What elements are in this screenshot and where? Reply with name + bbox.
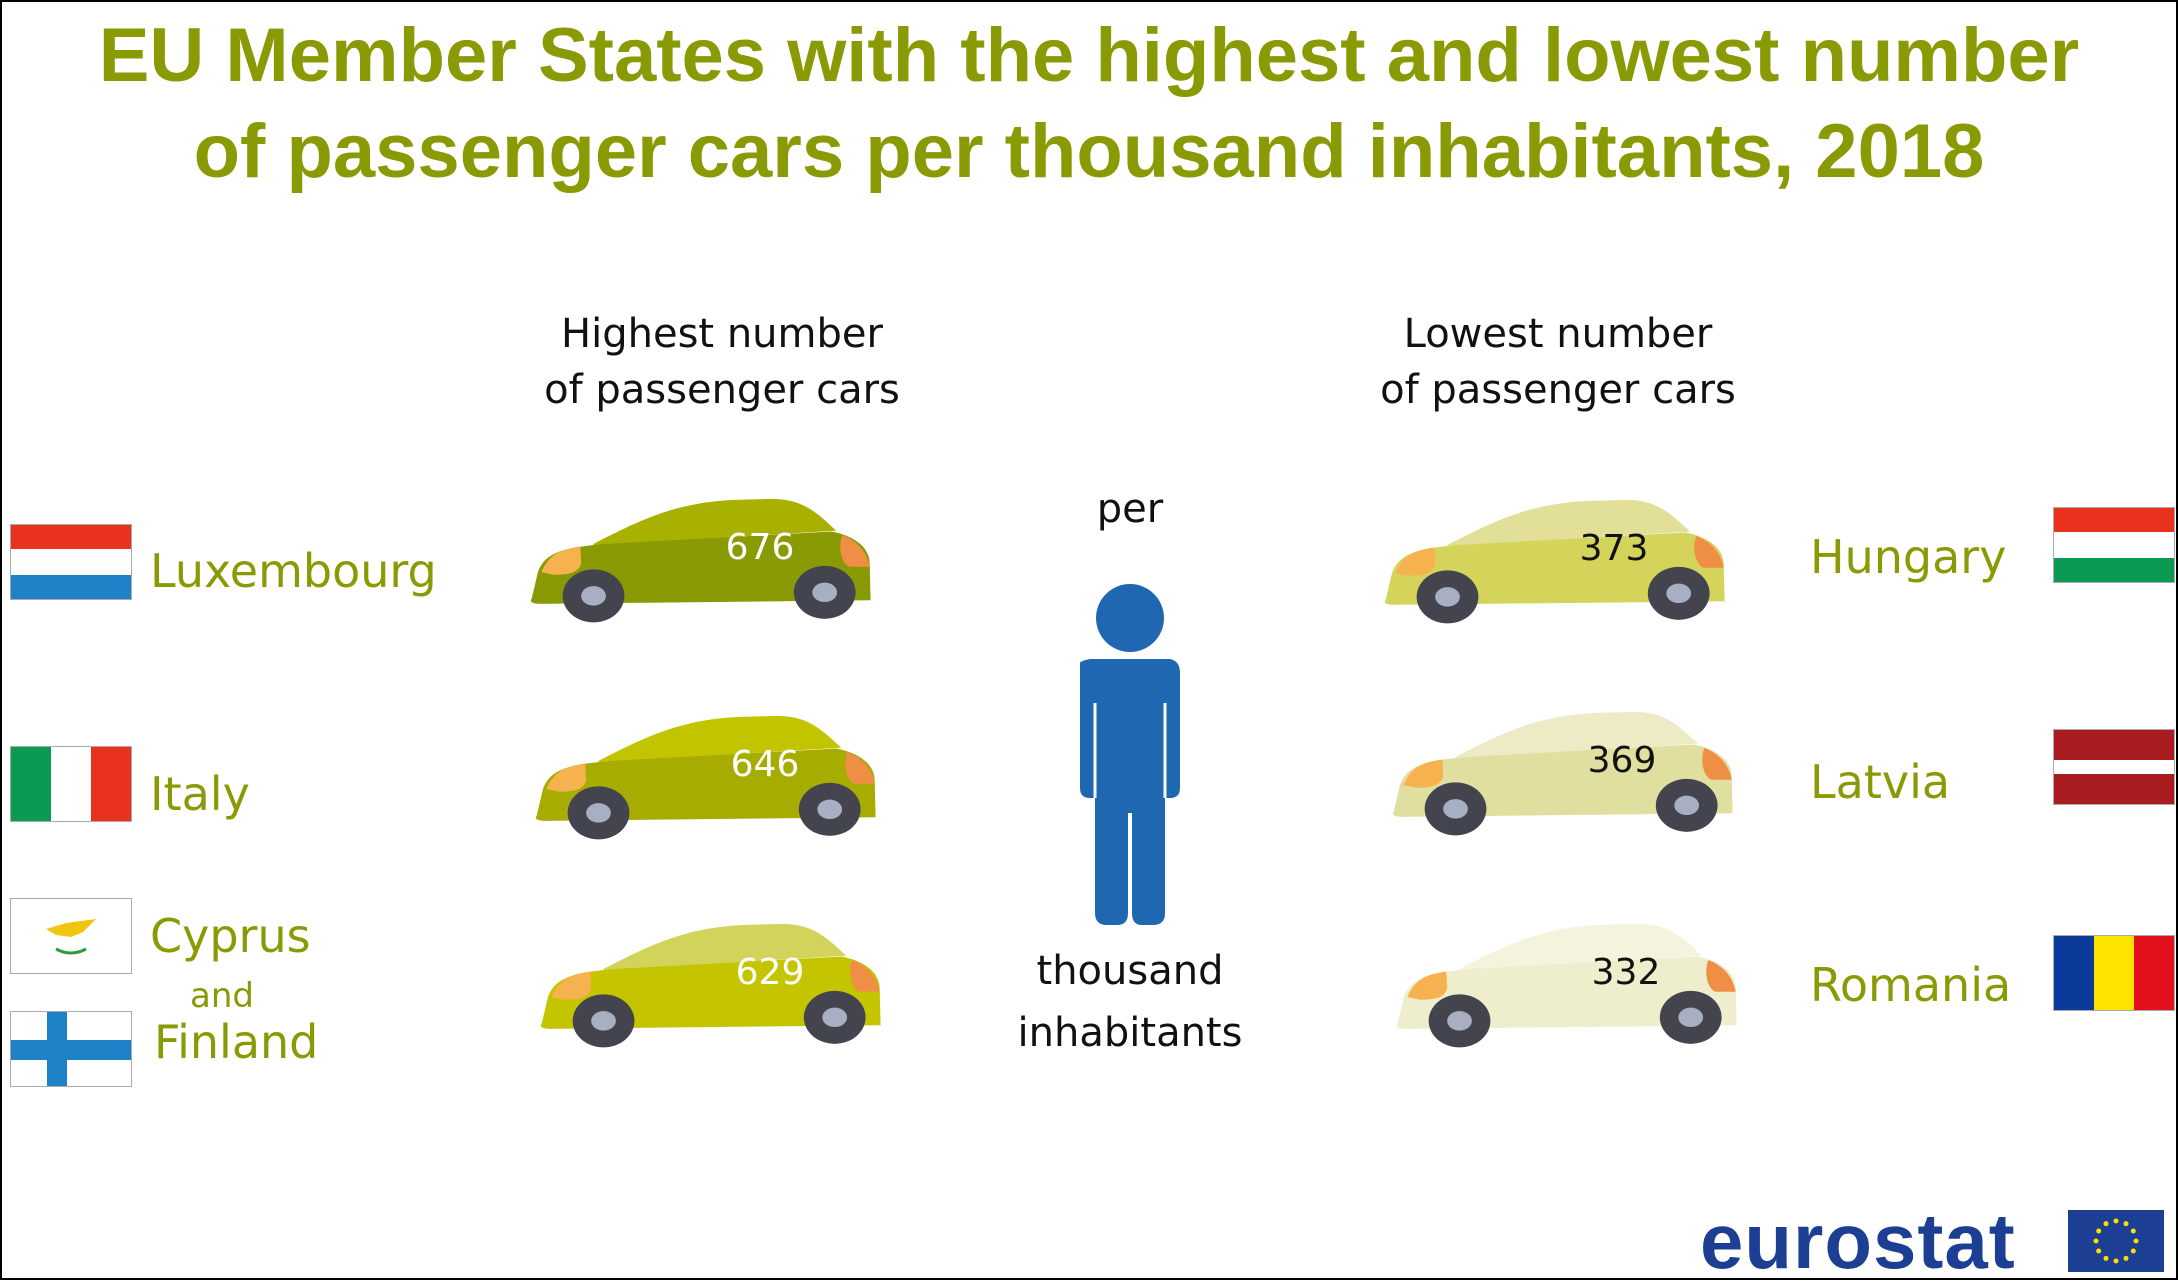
value-luxembourg: 676 [725,527,795,568]
country-finland: Finland [154,1015,319,1069]
highest-header-line-2: of passenger cars [544,367,900,413]
country-romania: Romania [1810,958,2012,1012]
eu-star-icon [2123,1255,2129,1261]
highest-header-line-1: Highest number [561,311,883,357]
country-latvia: Latvia [1810,755,1951,809]
eu-star-icon [2130,1248,2136,1254]
value-cyprus-finland: 629 [735,952,805,993]
lowest-header: Lowest number of passenger cars [1278,306,1838,418]
eu-star-icon [2133,1238,2139,1244]
eu-star-icon [2096,1228,2102,1234]
car-latvia: 369 [1362,688,1752,838]
eu-star-icon [2123,1221,2129,1227]
country-hungary: Hungary [1810,530,2007,584]
country-cyprus: Cyprus [150,909,311,963]
italy-flag-icon [10,746,132,822]
finland-flag-icon [10,1011,132,1087]
hungary-flag-icon [2053,507,2175,583]
highest-header: Highest number of passenger cars [442,306,1002,418]
value-italy: 646 [730,744,800,785]
eu-star-icon [2096,1248,2102,1254]
eu-star-icon [2113,1258,2119,1264]
per-label: per [1096,486,1164,532]
eu-flag-icon [2068,1210,2164,1272]
car-italy: 646 [505,692,895,842]
car-hungary: 373 [1354,476,1744,626]
inhabitants-label: inhabitants [1017,1010,1243,1056]
eu-star-icon [2103,1221,2109,1227]
eu-star-icon [2130,1228,2136,1234]
eu-star-icon [2093,1238,2099,1244]
person-icon [1080,584,1180,925]
latvia-flag-icon [2053,729,2175,805]
country-italy: Italy [150,767,250,821]
lowest-header-line-2: of passenger cars [1380,367,1736,413]
title-line-1: EU Member States with the highest and lo… [98,13,2080,98]
cyprus-flag-icon [10,898,132,974]
car-luxembourg: 676 [500,475,890,625]
eu-star-icon [2113,1218,2119,1224]
lowest-header-line-1: Lowest number [1403,311,1713,357]
romania-flag-icon [2053,935,2175,1011]
thousand-label: thousand [1036,948,1224,994]
country-luxembourg: Luxembourg [150,544,437,598]
value-hungary: 373 [1579,528,1649,569]
value-latvia: 369 [1587,740,1657,781]
luxembourg-flag-icon [10,524,132,600]
eurostat-logo: eurostat [1700,1197,2016,1285]
value-romania: 332 [1591,952,1661,993]
title-line-2: of passenger cars per thousand inhabitan… [193,109,1985,194]
car-romania: 332 [1366,900,1756,1050]
eu-star-icon [2103,1255,2109,1261]
and-label: and [190,976,254,1016]
car-cyprus-finland: 629 [510,900,900,1050]
